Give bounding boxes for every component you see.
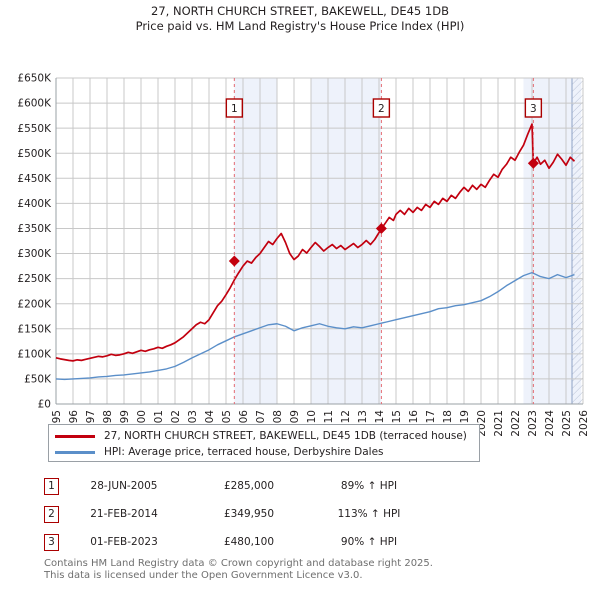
- legend-label-hpi: HPI: Average price, terraced house, Derb…: [104, 446, 384, 458]
- shaded-band: [234, 78, 277, 404]
- event-marker-box: [225, 98, 244, 118]
- chart-title-block: 27, NORTH CHURCH STREET, BAKEWELL, DE45 …: [0, 0, 600, 34]
- table-row: 2 21-FEB-2014 £349,950 113% ↑ HPI: [44, 500, 474, 528]
- y-axis-tick-label: £0: [38, 399, 51, 411]
- transactions-table: 1 28-JUN-2005 £285,000 89% ↑ HPI 2 21-FE…: [44, 472, 474, 556]
- x-axis-tick-label: 2023: [527, 410, 539, 437]
- transaction-marker-1: 1: [44, 477, 59, 495]
- event-marker-diamond: [527, 157, 539, 169]
- transaction-price: £349,950: [223, 508, 275, 520]
- y-axis-tick-label: £400K: [17, 198, 52, 210]
- legend-swatch-hpi: [55, 450, 95, 454]
- x-axis-tick-label: 2024: [544, 410, 556, 437]
- copyright-footer: Contains HM Land Registry data © Crown c…: [44, 558, 574, 581]
- x-axis-tick-label: 2021: [493, 410, 505, 437]
- x-axis-tick-label: 2025: [561, 410, 573, 437]
- table-row: 1 28-JUN-2005 £285,000 89% ↑ HPI: [44, 472, 474, 500]
- transaction-date: 21-FEB-2014: [90, 508, 158, 520]
- chart-area: £0 £50K £100K £150K £200K £250K £300K £350K £400…: [0, 34, 600, 454]
- event-marker-number: 3: [530, 103, 537, 115]
- table-row: 3 01-FEB-2023 £480,100 90% ↑ HPI: [44, 528, 474, 556]
- legend-item-property: 27, NORTH CHURCH STREET, BAKEWELL, DE45 …: [55, 428, 473, 444]
- event-marker-box: [524, 98, 543, 118]
- page-title: 27, NORTH CHURCH STREET, BAKEWELL, DE45 …: [151, 4, 449, 18]
- price-history-chart: £0 £50K £100K £150K £200K £250K £300K £350K £400…: [17, 73, 590, 437]
- y-axis-tick-label: £200K: [17, 298, 52, 310]
- shaded-band: [311, 78, 382, 404]
- transaction-date: 28-JUN-2005: [90, 480, 158, 492]
- y-axis-tick-label: £650K: [17, 73, 52, 85]
- transaction-price: £285,000: [223, 480, 275, 492]
- event-marker-box: [372, 98, 391, 118]
- y-axis-tick-label: £250K: [17, 273, 52, 285]
- page-subtitle: Price paid vs. HM Land Registry's House …: [135, 19, 465, 33]
- series-line-property: [55, 123, 576, 362]
- y-axis-tick-label: £100K: [17, 348, 52, 360]
- series-line-hpi: [55, 271, 575, 381]
- y-axis-tick-label: £550K: [17, 123, 52, 135]
- y-axis-tick-label: £50K: [24, 374, 52, 386]
- footer-line-1: Contains HM Land Registry data © Crown c…: [44, 558, 433, 569]
- transaction-hpi-delta: 90% ↑ HPI: [340, 536, 398, 548]
- transaction-marker-3: 3: [44, 533, 59, 551]
- transaction-hpi-delta: 113% ↑ HPI: [337, 508, 401, 520]
- y-axis-tick-label: £600K: [17, 98, 52, 110]
- legend-item-hpi: HPI: Average price, terraced house, Derb…: [55, 444, 473, 460]
- event-marker-diamond: [375, 222, 387, 234]
- transaction-hpi-delta: 89% ↑ HPI: [340, 480, 398, 492]
- transaction-marker-2: 2: [44, 505, 59, 523]
- legend-swatch-property: [55, 434, 95, 438]
- chart-legend: 27, NORTH CHURCH STREET, BAKEWELL, DE45 …: [48, 424, 480, 462]
- event-marker-number: 1: [231, 103, 238, 115]
- x-axis-tick-label: 2026: [578, 410, 590, 437]
- transaction-price: £480,100: [223, 536, 275, 548]
- legend-label-property: 27, NORTH CHURCH STREET, BAKEWELL, DE45 …: [104, 430, 467, 442]
- y-axis-tick-label: £300K: [17, 248, 52, 260]
- transaction-date: 01-FEB-2023: [90, 536, 158, 548]
- y-axis-tick-label: £150K: [17, 323, 52, 335]
- x-axis-tick-label: 2022: [510, 410, 522, 437]
- footer-line-2: This data is licensed under the Open Gov…: [44, 569, 363, 581]
- y-axis-tick-label: £450K: [17, 173, 52, 185]
- event-marker-number: 2: [378, 103, 385, 115]
- y-axis-tick-label: £500K: [17, 148, 52, 160]
- y-axis-tick-label: £350K: [17, 223, 52, 235]
